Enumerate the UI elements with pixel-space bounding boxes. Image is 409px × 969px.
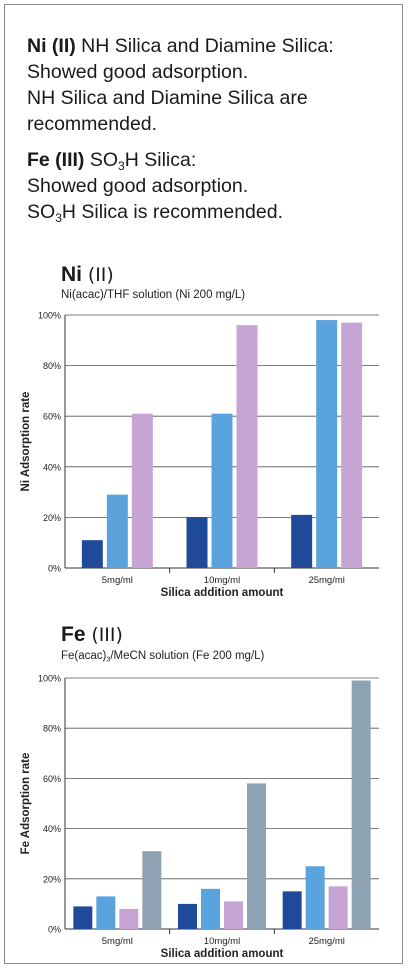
ni-chart-title-element: Ni <box>61 263 82 286</box>
ni-chart-subtitle: Ni(acac)/THF solution (Ni 200 mg/L) <box>61 289 246 301</box>
fe-chart-bar <box>351 680 371 929</box>
ni-chart-bar <box>291 514 313 568</box>
fe-chart-bar <box>201 888 220 929</box>
fe-chart-bar <box>224 901 243 929</box>
fe-chart-x-tick-label: 10mg/ml <box>204 936 240 947</box>
ni-chart-title: Ni (II) <box>61 263 114 287</box>
fe-chart-title-roman: (III) <box>91 624 123 646</box>
fe-chart-x-tick-label: 25mg/ml <box>308 936 344 947</box>
fe-chart-subtitle-a: Fe(acac) <box>61 650 107 662</box>
ni-summary-label: Ni (II) <box>27 35 76 57</box>
fe-chart-subtitle-b: /MeCN solution (Fe 200 mg/L) <box>110 650 265 662</box>
ni-chart-y-tick-label: 60% <box>43 412 61 422</box>
fe-chart-y-tick-label: 80% <box>43 724 61 734</box>
fe-summary-line-3: SO3H Silica is recommended. <box>27 199 397 225</box>
fe-summary-text-1b: H Silica: <box>124 149 197 171</box>
ni-chart-y-tick-label: 20% <box>43 513 61 523</box>
fe-summary-sub-1: 3 <box>118 159 125 174</box>
fe-chart-bar <box>73 906 93 929</box>
ni-chart-y-tick-label: 100% <box>38 311 61 321</box>
ni-summary: Ni (II) NH Silica and Diamine Silica: Sh… <box>27 33 397 137</box>
fe-summary-sub-3: 3 <box>55 211 62 226</box>
fe-chart-y-tick-label: 40% <box>43 824 61 834</box>
ni-chart-bar <box>211 413 233 568</box>
fe-chart-y-tick-label: 20% <box>43 874 61 884</box>
ni-chart-y-axis-title: Ni Adsorption rate <box>20 392 32 492</box>
ni-summary-line-1: Ni (II) NH Silica and Diamine Silica: <box>27 33 397 59</box>
ni-summary-line-2: Showed good adsorption. <box>27 61 249 83</box>
ni-adsorption-chart: 0% 20% 40% 60% 80% 100% 5mg/ml 10mg/ml 25mg/ml Si… <box>20 311 379 599</box>
fe-chart-subtitle-sub: 3 <box>106 655 111 664</box>
ni-chart-x-tick-label: 25mg/ml <box>308 575 344 586</box>
ni-chart-y-tick-label: 80% <box>43 361 61 371</box>
fe-summary-text-3a: SO <box>27 201 56 223</box>
fe-chart-title: Fe (III) <box>61 623 123 647</box>
content-panel: Ni (II) NH Silica and Diamine Silica: Sh… <box>4 4 403 964</box>
fe-chart-bar <box>305 866 325 929</box>
ni-chart-y-tick-label: 40% <box>43 462 61 472</box>
fe-chart-bar <box>282 891 302 929</box>
fe-chart-bar <box>328 886 348 929</box>
fe-chart-subtitle: Fe(acac)3/MeCN solution (Fe 200 mg/L) <box>61 650 265 664</box>
ni-chart-y-tick-label: 0% <box>48 564 61 574</box>
fe-chart-title-element: Fe <box>61 623 86 646</box>
ni-summary-line-4: recommended. <box>27 113 158 135</box>
ni-chart-bar <box>131 413 153 568</box>
ni-summary-text-1: NH Silica and Diamine Silica: <box>75 35 334 57</box>
fe-chart-y-axis-title: Fe Adsorption rate <box>20 753 32 855</box>
fe-chart-x-axis-title: Silica addition amount <box>161 948 284 960</box>
fe-chart-bar <box>96 896 116 929</box>
fe-chart-bar <box>247 783 266 929</box>
fe-summary-text-3b: H Silica is recommended. <box>61 201 283 223</box>
fe-chart-y-tick-label: 60% <box>43 774 61 784</box>
fe-chart-y-tick-label: 100% <box>38 674 61 684</box>
fe-summary: Fe (III) SO3H Silica: Showed good adsorp… <box>27 147 397 225</box>
ni-summary-line-3: NH Silica and Diamine Silica are <box>27 87 308 109</box>
ni-chart-bar <box>81 540 103 568</box>
ni-chart-title-roman: (II) <box>87 264 114 286</box>
fe-summary-line-1: Fe (III) SO3H Silica: <box>27 147 397 173</box>
ni-chart-x-tick-label: 10mg/ml <box>204 575 240 586</box>
ni-chart-bar <box>186 517 208 568</box>
fe-chart-bar <box>178 903 197 929</box>
ni-chart-x-tick-label: 5mg/ml <box>102 575 133 586</box>
ni-chart-bar <box>316 320 338 568</box>
fe-chart-y-tick-label: 0% <box>48 925 61 935</box>
ni-chart-x-axis-title: Silica addition amount <box>161 587 284 599</box>
fe-chart-x-tick-label: 5mg/ml <box>102 936 133 947</box>
ni-chart-bar <box>106 494 128 568</box>
fe-summary-label: Fe (III) <box>27 149 85 171</box>
fe-chart-bar <box>142 851 162 929</box>
fe-summary-line-2: Showed good adsorption. <box>27 175 249 197</box>
fe-summary-text-1a: SO <box>84 149 119 171</box>
fe-chart-bar <box>119 908 139 929</box>
fe-adsorption-chart: 0% 20% 40% 60% 80% 100% 5mg/ml 10mg/ml 25mg/ml Si… <box>20 674 379 960</box>
ni-chart-bar <box>236 325 258 568</box>
ni-chart-bar <box>341 322 363 568</box>
